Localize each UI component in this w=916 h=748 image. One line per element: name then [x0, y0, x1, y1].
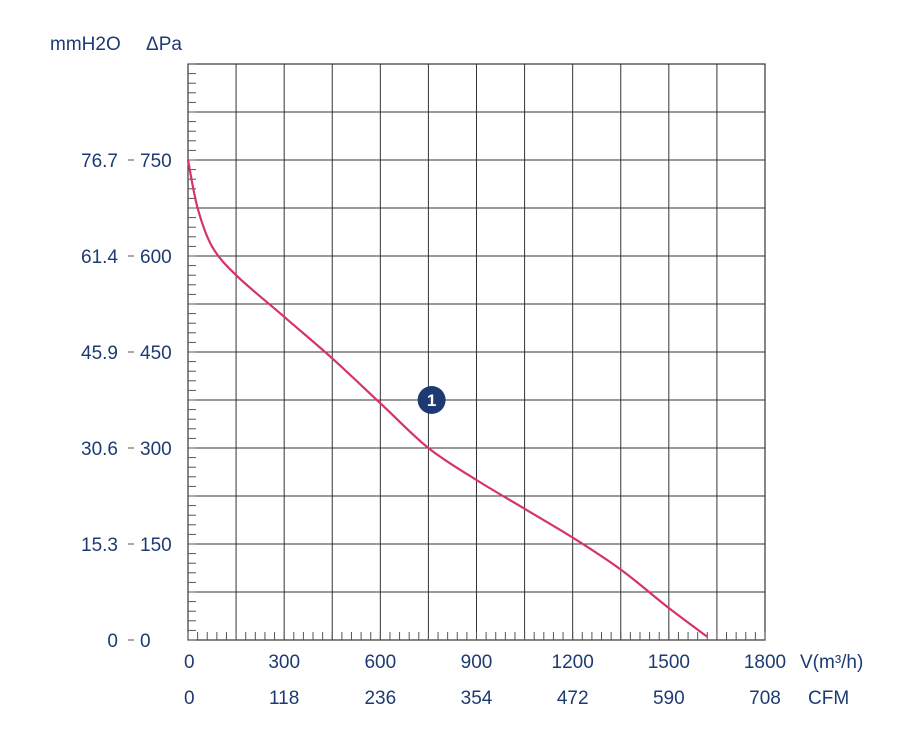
x-tick-label-cfm: 472	[557, 688, 589, 709]
x-tick-label-m3h: 600	[364, 652, 396, 673]
y-tick-label-mmh2o: 45.9	[81, 343, 118, 364]
x-tick-label-m3h: 1800	[744, 652, 786, 673]
y-tick-label-pa: 750	[140, 151, 172, 172]
x-tick-label-m3h: 0	[184, 652, 195, 673]
y-tick-label-mmh2o: 30.6	[81, 439, 118, 460]
x-tick-label-cfm: 590	[653, 688, 685, 709]
x-unit-label-cfm: CFM	[808, 688, 849, 709]
series-line	[186, 159, 708, 638]
x-tick-label-cfm: 354	[461, 688, 493, 709]
y-tick-label-mmh2o: 0	[107, 631, 118, 652]
x-tick-label-m3h: 1200	[552, 652, 594, 673]
series-layer: 1	[186, 159, 708, 638]
x-tick-label-cfm: 708	[749, 688, 781, 709]
series-marker-label: 1	[427, 391, 436, 410]
x-unit-label-m3h: V(m³/h)	[800, 652, 863, 673]
x-tick-label-m3h: 1500	[648, 652, 690, 673]
x-tick-label-m3h: 900	[461, 652, 493, 673]
x-tick-label-m3h: 300	[268, 652, 300, 673]
y-tick-label-mmh2o: 61.4	[81, 247, 118, 268]
y-tick-label-pa: 450	[140, 343, 172, 364]
grid	[128, 63, 766, 641]
y-tick-label-pa: 600	[140, 247, 172, 268]
x-tick-label-cfm: 118	[269, 688, 299, 709]
series-marker-badge	[417, 386, 446, 414]
x-tick-label-cfm: 0	[184, 688, 195, 709]
x-tick-label-cfm: 236	[364, 688, 396, 709]
y-tick-label-pa: 0	[140, 631, 151, 652]
y-tick-label-pa: 150	[140, 535, 172, 556]
y-unit-label-mmh2o: mmH2O	[50, 34, 121, 55]
y-tick-label-mmh2o: 76.7	[81, 151, 118, 172]
y-unit-label-pa: ΔPa	[146, 34, 182, 55]
tick-labels: 0 150 300 450 600 750 0 15.3 30.6 45.9 61.4 76.7 0 30…	[81, 151, 786, 709]
y-tick-label-pa: 300	[140, 439, 172, 460]
y-tick-label-mmh2o: 15.3	[81, 535, 118, 556]
